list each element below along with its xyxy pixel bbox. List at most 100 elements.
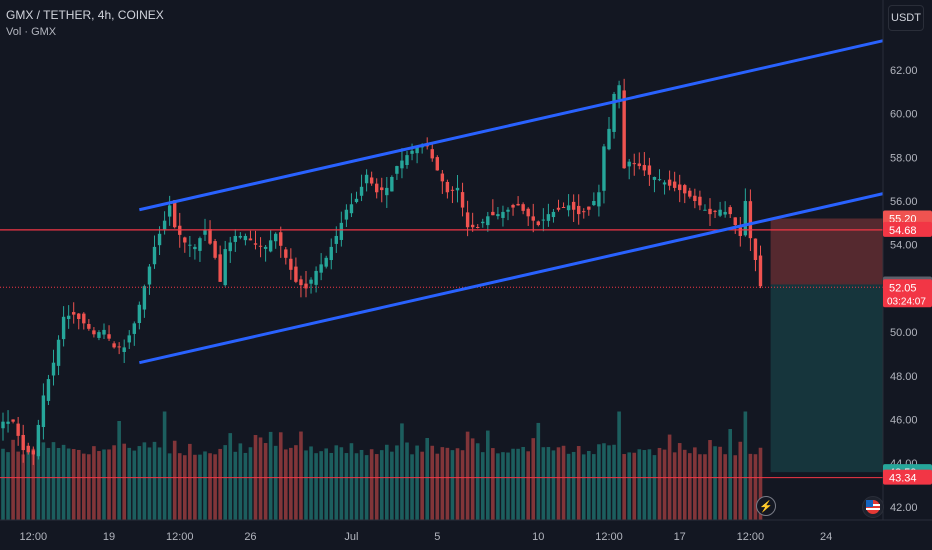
candle[interactable] [66, 315, 71, 320]
candle[interactable] [566, 205, 571, 211]
candle[interactable] [263, 246, 268, 249]
candle[interactable] [354, 198, 359, 203]
candle[interactable] [11, 419, 15, 422]
candle[interactable] [455, 187, 460, 191]
candle[interactable] [385, 187, 389, 196]
candle[interactable] [546, 214, 551, 221]
candle[interactable] [349, 204, 354, 214]
candle[interactable] [1, 421, 5, 429]
candle[interactable] [637, 163, 641, 167]
candle[interactable] [577, 205, 581, 215]
candle[interactable] [496, 214, 500, 217]
candle[interactable] [132, 323, 136, 334]
channel-line[interactable] [139, 180, 932, 365]
candle[interactable] [536, 221, 540, 226]
candle[interactable] [36, 424, 41, 457]
price-axis[interactable] [883, 0, 932, 550]
candle[interactable] [359, 186, 364, 196]
candle[interactable] [258, 245, 263, 247]
candle[interactable] [173, 200, 177, 228]
candle[interactable] [531, 216, 535, 221]
price-label[interactable] [883, 210, 932, 226]
symbol-title[interactable]: GMX / TETHER, 4h, COINEX [6, 8, 164, 22]
candle[interactable] [501, 211, 505, 218]
candle[interactable] [723, 211, 727, 215]
candle[interactable] [410, 150, 414, 154]
candle[interactable] [713, 210, 717, 212]
candle[interactable] [107, 334, 111, 339]
candle[interactable] [405, 155, 409, 166]
candle[interactable] [56, 339, 61, 366]
candle[interactable] [97, 332, 101, 338]
candle[interactable] [733, 217, 737, 226]
candle[interactable] [627, 161, 631, 167]
candle[interactable] [41, 395, 46, 428]
candle[interactable] [319, 264, 323, 273]
candle[interactable] [102, 329, 106, 335]
price-label[interactable] [883, 221, 932, 237]
candle[interactable] [51, 362, 56, 376]
candle[interactable] [491, 211, 495, 216]
stop-loss-zone[interactable] [770, 218, 892, 285]
price-label[interactable] [883, 469, 932, 485]
candle[interactable] [571, 201, 576, 210]
candle[interactable] [31, 450, 35, 455]
candle[interactable] [738, 227, 742, 236]
candle[interactable] [486, 216, 490, 226]
candle[interactable] [46, 379, 51, 401]
candle[interactable] [748, 201, 753, 239]
candle[interactable] [481, 221, 485, 224]
candle[interactable] [279, 232, 283, 246]
candle[interactable] [511, 204, 515, 208]
candle[interactable] [460, 192, 465, 208]
candle[interactable] [375, 183, 379, 193]
candle[interactable] [430, 149, 434, 159]
candle[interactable] [314, 270, 318, 285]
candle[interactable] [526, 208, 530, 217]
time-axis[interactable] [0, 520, 932, 550]
candle[interactable] [521, 204, 525, 211]
candle[interactable] [718, 209, 722, 216]
candle[interactable] [516, 203, 520, 206]
candle[interactable] [329, 246, 333, 261]
candle[interactable] [592, 201, 596, 206]
candle[interactable] [228, 242, 232, 252]
candle[interactable] [198, 238, 202, 251]
candle[interactable] [284, 249, 288, 258]
candle[interactable] [152, 246, 157, 265]
candle[interactable] [400, 160, 404, 169]
channel-line[interactable] [139, 28, 932, 212]
lightning-icon[interactable]: ⚡ [756, 496, 776, 516]
candle[interactable] [698, 196, 702, 206]
candle[interactable] [16, 423, 20, 436]
candle[interactable] [597, 192, 601, 207]
candle[interactable] [344, 209, 349, 220]
candle[interactable] [657, 179, 662, 181]
candle[interactable] [683, 185, 687, 194]
candle[interactable] [253, 243, 258, 245]
candle[interactable] [137, 304, 142, 324]
candle[interactable] [233, 235, 237, 242]
candle[interactable] [617, 85, 621, 100]
candle[interactable] [339, 222, 344, 240]
candle[interactable] [274, 233, 278, 242]
candle[interactable] [238, 235, 243, 238]
candle[interactable] [268, 240, 273, 252]
candle[interactable] [561, 206, 566, 208]
candle[interactable] [324, 257, 328, 267]
candle[interactable] [289, 258, 293, 270]
candle[interactable] [607, 128, 611, 150]
currency-button[interactable]: USDT [888, 5, 924, 31]
candle[interactable] [703, 209, 707, 211]
candle[interactable] [127, 335, 131, 343]
candle[interactable] [602, 146, 606, 191]
candle[interactable] [622, 90, 626, 169]
candle[interactable] [213, 241, 217, 258]
candle[interactable] [157, 233, 162, 246]
candle[interactable] [556, 207, 561, 210]
candle[interactable] [450, 189, 455, 191]
candle[interactable] [223, 249, 227, 286]
candle[interactable] [506, 209, 510, 212]
candle[interactable] [203, 229, 207, 235]
candle[interactable] [92, 330, 96, 335]
